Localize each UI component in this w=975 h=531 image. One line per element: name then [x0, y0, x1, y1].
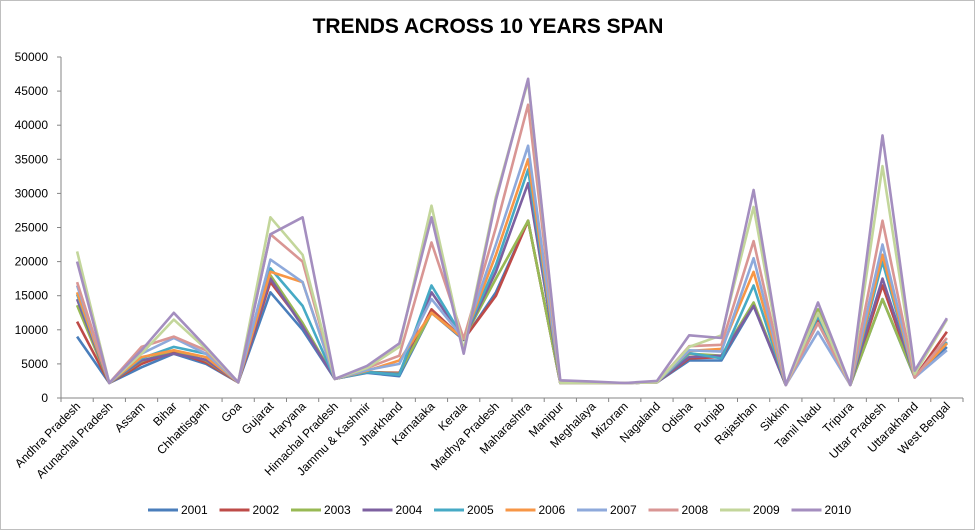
- legend-label: 2004: [396, 503, 423, 517]
- chart-title: TRENDS ACROSS 10 YEARS SPAN: [313, 15, 664, 38]
- y-tick-label: 0: [41, 391, 48, 405]
- series-line-2009: [75, 79, 949, 387]
- series-lines: [75, 77, 949, 387]
- legend-label: 2005: [467, 503, 494, 517]
- x-category-label: Odisha: [659, 399, 696, 436]
- legend-label: 2010: [825, 503, 852, 517]
- legend-label: 2003: [324, 503, 351, 517]
- y-tick-label: 40000: [15, 118, 49, 132]
- legend-label: 2006: [539, 503, 566, 517]
- y-tick-label: 35000: [15, 152, 49, 166]
- y-tick-label: 20000: [15, 255, 49, 269]
- legend-label: 2008: [682, 503, 709, 517]
- y-tick-label: 50000: [15, 50, 49, 64]
- legend-label: 2009: [753, 503, 780, 517]
- y-tick-label: 45000: [15, 84, 49, 98]
- series-line-2008: [75, 103, 948, 387]
- y-tick-label: 30000: [15, 186, 49, 200]
- x-category-label: Assam: [112, 399, 148, 435]
- legend: 2001 2002 2003 2004 2005 2006 2007 2008 2009 2010: [148, 503, 852, 517]
- y-tick-label: 10000: [15, 323, 49, 337]
- series-line-2010: [75, 77, 949, 387]
- legend-label: 2002: [253, 503, 280, 517]
- y-tick-label: 15000: [15, 289, 49, 303]
- legend-label: 2001: [181, 503, 208, 517]
- y-tick-label: 25000: [15, 221, 49, 235]
- x-category-label: Bihar: [150, 399, 180, 429]
- y-tick-label: 5000: [21, 357, 48, 371]
- legend-label: 2007: [610, 503, 637, 517]
- y-axis-ticks: 0 5000 10000 15000 20000 25000 30000 35000 40000…: [15, 50, 61, 405]
- x-category-label: Goa: [218, 399, 244, 425]
